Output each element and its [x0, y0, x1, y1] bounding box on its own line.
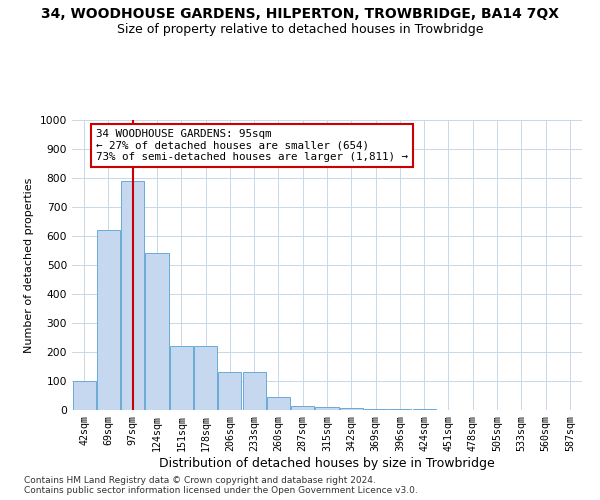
Bar [340, 408, 363, 410]
Bar [316, 406, 338, 410]
Bar [364, 408, 387, 410]
Bar [291, 406, 314, 410]
Bar [267, 397, 290, 410]
Bar [73, 381, 95, 410]
Text: Contains HM Land Registry data © Crown copyright and database right 2024.
Contai: Contains HM Land Registry data © Crown c… [24, 476, 418, 495]
Bar [97, 230, 120, 410]
Text: Distribution of detached houses by size in Trowbridge: Distribution of detached houses by size … [159, 458, 495, 470]
Bar [194, 346, 217, 410]
Bar [121, 181, 144, 410]
Bar [170, 346, 193, 410]
Y-axis label: Number of detached properties: Number of detached properties [24, 178, 34, 352]
Text: 34, WOODHOUSE GARDENS, HILPERTON, TROWBRIDGE, BA14 7QX: 34, WOODHOUSE GARDENS, HILPERTON, TROWBR… [41, 8, 559, 22]
Bar [145, 254, 169, 410]
Bar [218, 372, 241, 410]
Text: Size of property relative to detached houses in Trowbridge: Size of property relative to detached ho… [117, 22, 483, 36]
Text: 34 WOODHOUSE GARDENS: 95sqm
← 27% of detached houses are smaller (654)
73% of se: 34 WOODHOUSE GARDENS: 95sqm ← 27% of det… [96, 128, 408, 162]
Bar [242, 372, 266, 410]
Bar [388, 409, 412, 410]
